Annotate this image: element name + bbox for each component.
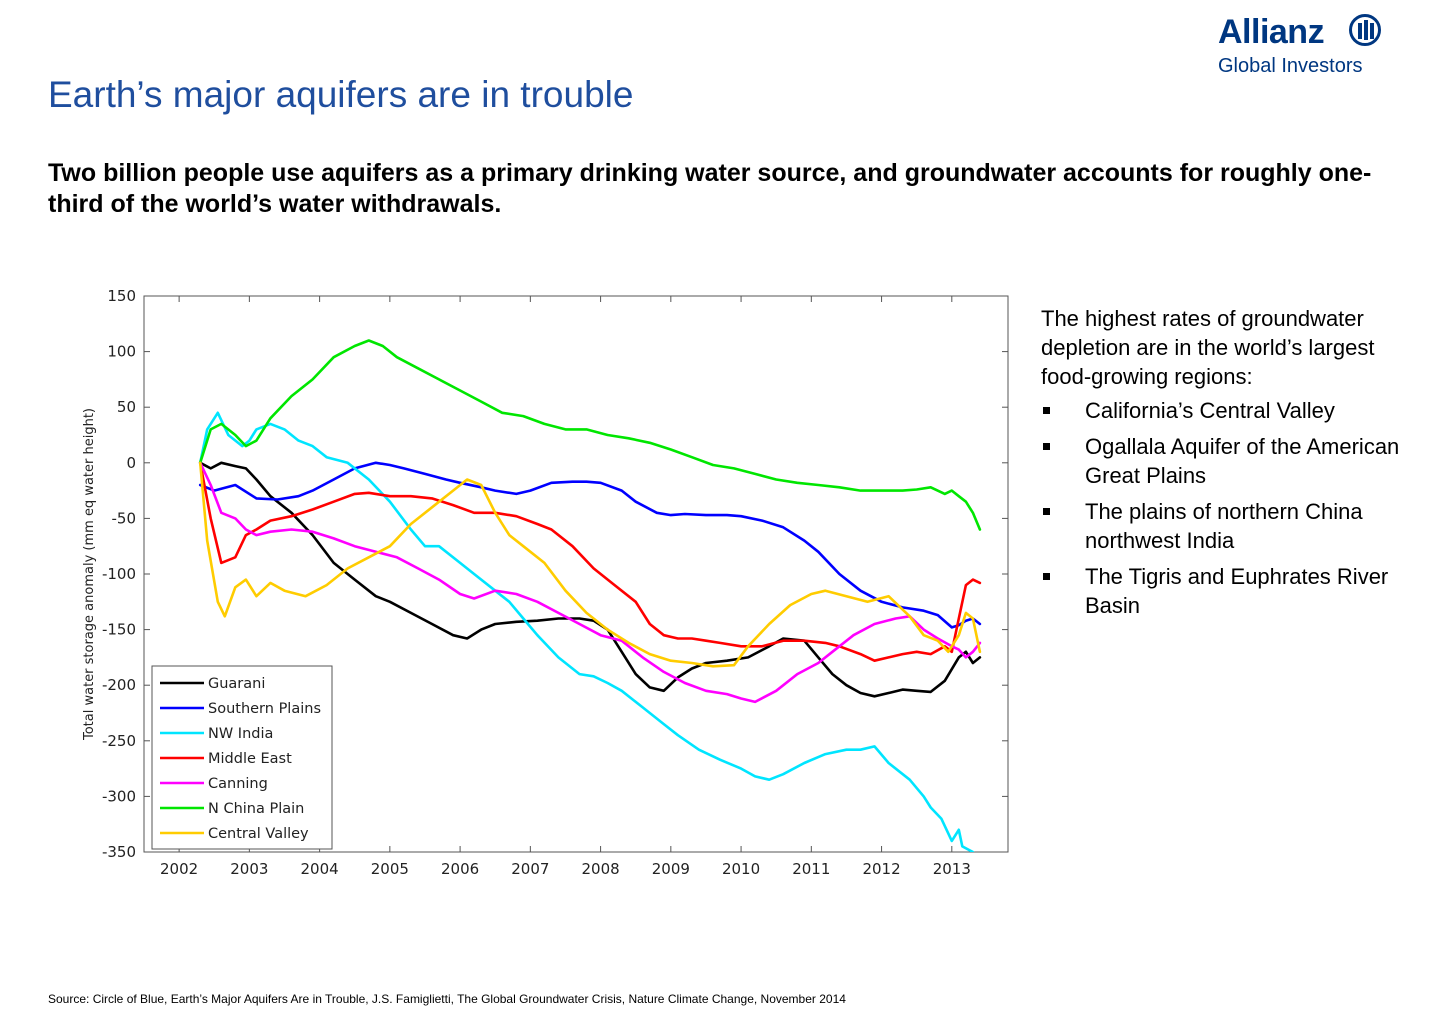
x-tick-label: 2005 bbox=[371, 860, 409, 878]
x-tick-label: 2011 bbox=[792, 860, 830, 878]
series-line-southern-plains bbox=[198, 461, 982, 629]
source-note: Source: Circle of Blue, Earth’s Major Aq… bbox=[48, 992, 846, 1006]
series-line-middle-east bbox=[198, 461, 982, 663]
y-tick-label: -300 bbox=[102, 787, 136, 805]
y-tick-label: -200 bbox=[102, 676, 136, 694]
y-axis-label: Total water storage anomaly (mm eq water… bbox=[82, 408, 97, 741]
series-line-guarani bbox=[198, 461, 982, 698]
x-tick-label: 2006 bbox=[441, 860, 479, 878]
y-tick-label: 150 bbox=[107, 287, 136, 305]
bullet-text: Ogallala Aquifer of the American Great P… bbox=[1085, 434, 1400, 488]
y-tick-label: -100 bbox=[102, 565, 136, 583]
x-tick-label: 2008 bbox=[581, 860, 619, 878]
chart-svg: 150 100 50 0 -50 -100 -150 -200 -250 -300 -350 2002… bbox=[82, 287, 1009, 878]
x-tick-label: 2009 bbox=[652, 860, 690, 878]
legend-label: Southern Plains bbox=[208, 701, 321, 717]
legend-label: N China Plain bbox=[208, 801, 304, 817]
y-tick-label: 100 bbox=[107, 343, 136, 361]
y-tick-label: 0 bbox=[126, 454, 136, 472]
square-bullet-icon bbox=[1043, 508, 1050, 515]
legend-label: Guarani bbox=[208, 676, 265, 692]
legend-label: NW India bbox=[208, 726, 273, 742]
y-tick-label: -250 bbox=[102, 732, 136, 750]
bullet-item: California’s Central Valley bbox=[1041, 396, 1401, 425]
aquifer-chart: 150 100 50 0 -50 -100 -150 -200 -250 -300 -350 2002… bbox=[72, 284, 1022, 894]
bullet-item: The Tigris and Euphrates River Basin bbox=[1041, 562, 1401, 620]
x-tick-label: 2004 bbox=[301, 860, 339, 878]
bullet-item: The plains of northern China northwest I… bbox=[1041, 497, 1401, 555]
side-panel: The highest rates of groundwater depleti… bbox=[1041, 304, 1401, 627]
logo-subtitle: Global Investors bbox=[1218, 55, 1363, 77]
y-tick-label: -350 bbox=[102, 843, 136, 861]
legend-label: Central Valley bbox=[208, 826, 309, 842]
x-tick-label: 2002 bbox=[160, 860, 198, 878]
y-tick-label: 50 bbox=[117, 398, 136, 416]
side-bullet-list: California’s Central Valley Ogallala Aqu… bbox=[1041, 396, 1401, 620]
square-bullet-icon bbox=[1043, 443, 1050, 450]
legend-label: Canning bbox=[208, 776, 268, 792]
allianz-eagle-icon bbox=[1349, 14, 1381, 46]
y-tick-label: -150 bbox=[102, 621, 136, 639]
bullet-text: The Tigris and Euphrates River Basin bbox=[1085, 564, 1389, 618]
x-tick-label: 2003 bbox=[230, 860, 268, 878]
page-title: Earth’s major aquifers are in trouble bbox=[48, 74, 634, 115]
square-bullet-icon bbox=[1043, 407, 1050, 414]
x-tick-label: 2010 bbox=[722, 860, 760, 878]
allianz-logo: Allianz Global Investors bbox=[1218, 12, 1388, 82]
series-line-n-china-plain bbox=[198, 339, 982, 531]
bullet-item: Ogallala Aquifer of the American Great P… bbox=[1041, 432, 1401, 490]
side-intro: The highest rates of groundwater depleti… bbox=[1041, 306, 1375, 389]
x-tick-label: 2013 bbox=[933, 860, 971, 878]
x-tick-label: 2012 bbox=[862, 860, 900, 878]
x-tick-label: 2007 bbox=[511, 860, 549, 878]
bullet-text: California’s Central Valley bbox=[1085, 398, 1335, 423]
series-line-canning bbox=[198, 461, 982, 704]
page-subtitle: Two billion people use aquifers as a pri… bbox=[48, 159, 1372, 218]
y-tick-label: -50 bbox=[112, 509, 137, 527]
legend-label: Middle East bbox=[208, 751, 292, 767]
square-bullet-icon bbox=[1043, 573, 1050, 580]
series-line-central-valley bbox=[198, 461, 982, 668]
series-line-nw-india bbox=[198, 411, 975, 852]
bullet-text: The plains of northern China northwest I… bbox=[1085, 499, 1363, 553]
logo-brand-text: Allianz bbox=[1218, 13, 1325, 51]
